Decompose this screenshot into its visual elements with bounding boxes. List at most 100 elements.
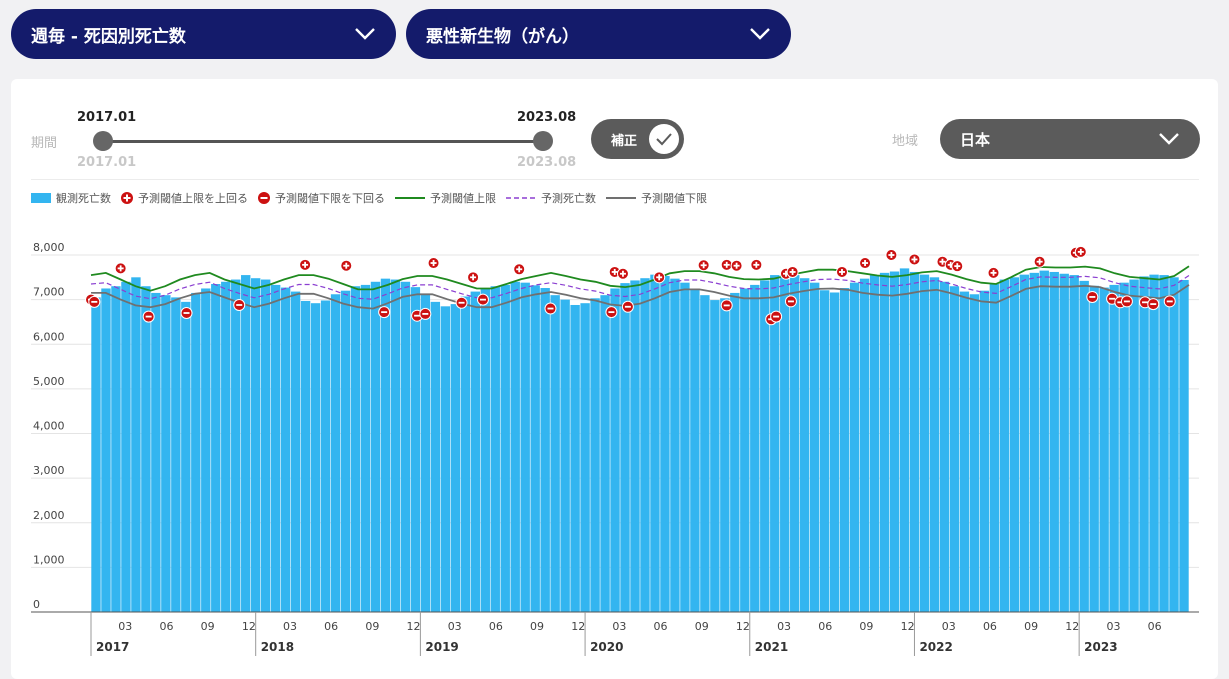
legend-observed[interactable]: 観測死亡数 — [31, 190, 111, 206]
month-tick-label: 03 — [612, 620, 626, 633]
observed-bar — [700, 295, 710, 612]
minus-icon — [1166, 300, 1173, 303]
observed-bar — [979, 290, 990, 612]
month-tick-label: 03 — [448, 620, 462, 633]
observed-bar — [191, 292, 201, 612]
observed-bar — [450, 304, 461, 612]
observed-bar — [869, 275, 880, 612]
region-dropdown-value: 日本 — [960, 130, 991, 149]
range-start-handle[interactable] — [93, 131, 113, 151]
range-slider-track[interactable] — [103, 140, 543, 143]
plus-icon — [345, 262, 348, 269]
month-tick-label: 09 — [695, 620, 709, 633]
plus-icon — [841, 268, 843, 275]
adjust-toggle[interactable]: 補正 — [591, 119, 684, 159]
observed-bar — [959, 291, 970, 612]
chevron-down-icon — [1159, 133, 1179, 145]
observed-bar — [141, 286, 151, 612]
predicted-line — [90, 274, 1190, 300]
y-tick-label: 1,000 — [33, 553, 65, 566]
month-tick-label: 09 — [859, 620, 873, 633]
observed-bar — [889, 271, 900, 612]
observed-bar — [859, 278, 870, 612]
plus-icon — [941, 258, 944, 265]
observed-bar — [490, 286, 500, 612]
observed-bar — [231, 279, 241, 612]
observed-bar — [730, 292, 740, 612]
minus-icon — [479, 298, 486, 301]
observed-bar — [1149, 274, 1159, 612]
observed-bar — [949, 286, 960, 612]
month-tick-label: 09 — [530, 620, 544, 633]
legend-predicted[interactable]: 予測死亡数 — [506, 190, 596, 206]
legend-above[interactable]: 予測閾値上限を上回る — [121, 190, 248, 206]
adjust-toggle-label: 補正 — [611, 133, 638, 149]
observed-bar — [400, 281, 411, 612]
divider — [31, 179, 1199, 180]
observed-bar — [829, 292, 840, 612]
legend-lower-label: 予測閾値下限 — [641, 192, 707, 205]
observed-bar — [1069, 275, 1079, 612]
observed-bar — [819, 290, 830, 612]
year-label: 2022 — [919, 640, 952, 654]
legend-below[interactable]: 予測閾値下限を下回る — [258, 190, 385, 206]
minus-icon — [1123, 300, 1130, 303]
observed-bar — [1029, 272, 1039, 612]
observed-bar — [320, 300, 331, 612]
minus-icon — [624, 305, 631, 308]
observed-bar — [899, 268, 910, 612]
plus-icon — [956, 263, 959, 270]
observed-bar — [1139, 276, 1149, 612]
region-label: 地域 — [892, 134, 919, 149]
minus-icon — [458, 301, 465, 304]
year-label: 2023 — [1084, 640, 1117, 654]
observed-bar — [1099, 287, 1109, 612]
observed-bar — [690, 289, 700, 612]
observed-bar — [1019, 274, 1029, 612]
legend-upper-label: 予測閾値上限 — [430, 192, 496, 205]
month-tick-label: 12 — [242, 620, 256, 633]
minus-icon — [183, 312, 190, 314]
category-dropdown[interactable]: 週毎 - 死因別死亡数 — [11, 9, 396, 59]
observed-bar — [470, 291, 480, 612]
month-tick-label: 03 — [942, 620, 956, 633]
minus-icon — [608, 311, 615, 314]
gray-line-icon — [606, 197, 636, 199]
range-end-value: 2023.08 — [517, 110, 577, 125]
month-tick-label: 06 — [489, 620, 503, 633]
y-tick-label: 8,000 — [33, 241, 65, 254]
observed-bar — [111, 286, 121, 612]
observed-bar — [410, 287, 421, 612]
cause-dropdown[interactable]: 悪性新生物（がん） — [406, 9, 791, 59]
minus-icon — [381, 311, 388, 314]
observed-bar — [1109, 284, 1119, 612]
legend-upper[interactable]: 予測閾値上限 — [395, 190, 496, 206]
plus-icon — [622, 270, 624, 277]
plus-icon — [119, 265, 122, 272]
region-dropdown[interactable]: 日本 — [940, 119, 1200, 159]
legend-lower[interactable]: 予測閾値下限 — [606, 190, 707, 206]
observed-bar — [989, 284, 1000, 612]
plus-icon — [864, 260, 866, 267]
observed-bar — [740, 288, 750, 612]
observed-bar — [340, 290, 351, 612]
observed-bar — [330, 294, 341, 612]
minus-icon — [1150, 303, 1157, 305]
observed-bar — [540, 288, 550, 612]
observed-bar — [939, 281, 950, 612]
check-icon — [649, 124, 679, 154]
observed-bar — [630, 280, 640, 612]
month-tick-label: 03 — [283, 620, 297, 633]
month-tick-label: 12 — [571, 620, 585, 633]
plus-icon — [1079, 248, 1082, 255]
y-tick-label: 0 — [33, 598, 40, 611]
observed-bar — [241, 275, 251, 612]
minus-circle-icon — [258, 192, 270, 204]
category-dropdown-label: 週毎 - 死因別死亡数 — [31, 26, 186, 47]
plus-icon — [791, 268, 794, 275]
observed-bar — [790, 275, 800, 612]
range-end-handle[interactable] — [533, 131, 553, 151]
observed-bar — [1159, 275, 1169, 612]
minus-icon — [1142, 301, 1149, 304]
observed-bar — [1129, 279, 1139, 612]
